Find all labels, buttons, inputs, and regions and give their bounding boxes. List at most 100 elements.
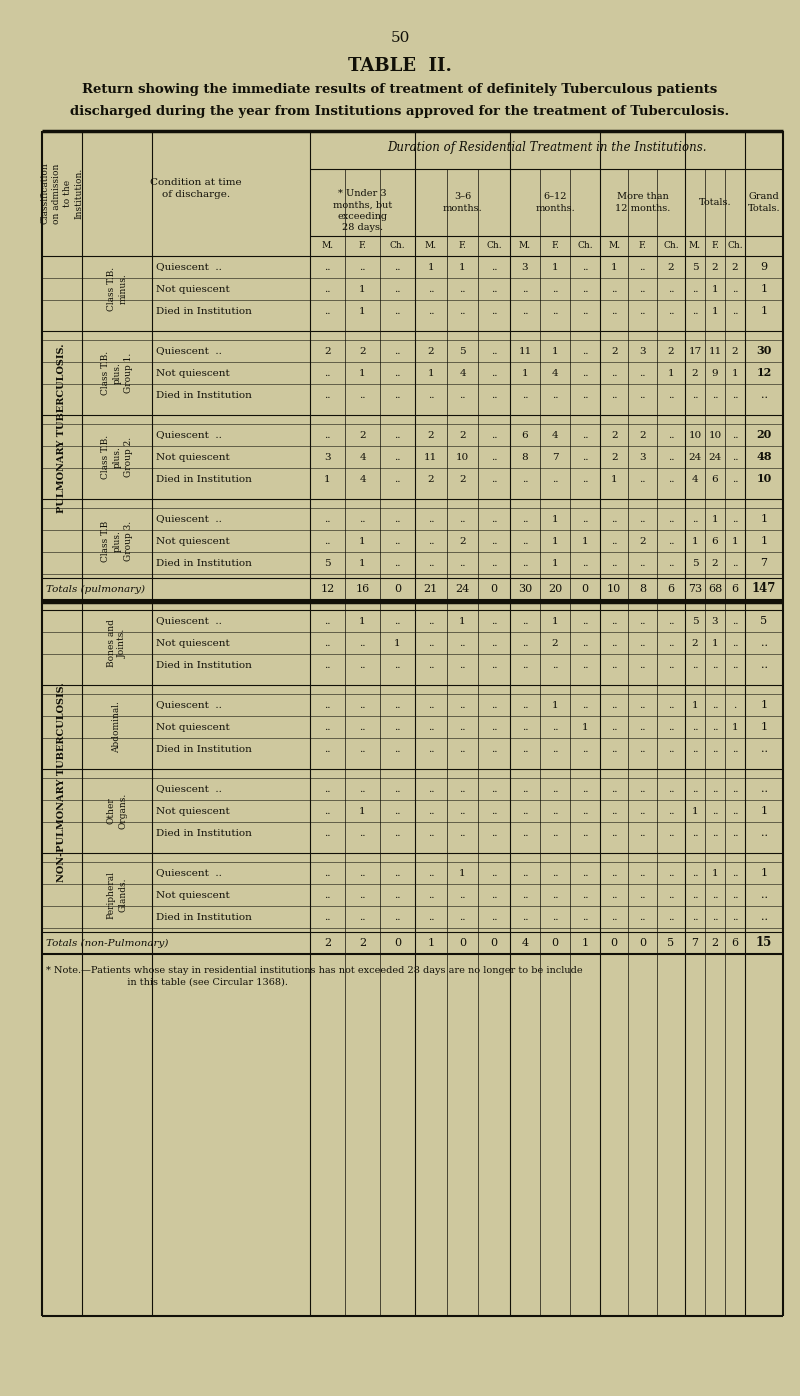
Text: 2: 2 <box>552 638 558 648</box>
Text: 2: 2 <box>359 430 366 440</box>
Text: ..: .. <box>552 913 558 921</box>
Text: ..: .. <box>611 307 618 315</box>
Text: ..: .. <box>582 285 588 293</box>
Text: 1: 1 <box>522 369 528 377</box>
Text: ..: .. <box>667 285 674 293</box>
Text: ..: .. <box>359 701 366 709</box>
Text: ..: .. <box>324 828 330 838</box>
Text: Quiescent  ..: Quiescent .. <box>156 868 222 878</box>
Text: ..: .. <box>394 744 401 754</box>
Text: ..: .. <box>582 807 588 815</box>
Text: ..: .. <box>522 536 528 546</box>
Text: ..: .. <box>582 701 588 709</box>
Text: 2: 2 <box>324 346 331 356</box>
Text: 5: 5 <box>324 558 331 568</box>
Text: 3–6
months.: 3–6 months. <box>442 193 482 212</box>
Text: PULMONARY TUBERCULOSIS.: PULMONARY TUBERCULOSIS. <box>58 343 66 512</box>
Text: Class T.B.
plus.
Group 2.: Class T.B. plus. Group 2. <box>101 436 133 479</box>
Text: ..: .. <box>552 744 558 754</box>
Text: 20: 20 <box>548 584 562 595</box>
Text: ..: .. <box>491 891 498 899</box>
Text: ..: .. <box>394 807 401 815</box>
Text: 0: 0 <box>582 584 589 595</box>
Text: 1: 1 <box>552 515 558 524</box>
Text: 1: 1 <box>359 285 366 293</box>
Text: Not quiescent: Not quiescent <box>156 369 230 377</box>
Text: ..: .. <box>324 868 330 878</box>
Text: 2: 2 <box>427 475 434 483</box>
Text: ..: .. <box>459 638 466 648</box>
Text: ..: .. <box>324 262 330 271</box>
Text: 1: 1 <box>427 369 434 377</box>
Text: 1: 1 <box>427 938 434 948</box>
Text: ..: .. <box>712 701 718 709</box>
Text: ..: .. <box>639 307 646 315</box>
Text: ..: .. <box>491 285 498 293</box>
Text: 2: 2 <box>639 430 646 440</box>
Text: 2: 2 <box>692 638 698 648</box>
Text: ..: .. <box>667 617 674 625</box>
Text: ..: .. <box>427 913 434 921</box>
Text: ..: .. <box>732 617 738 625</box>
Text: ..: .. <box>732 785 738 793</box>
Text: 1: 1 <box>761 699 767 711</box>
Text: 2: 2 <box>359 938 366 948</box>
Text: ..: .. <box>732 285 738 293</box>
Text: Quiescent  ..: Quiescent .. <box>156 515 222 524</box>
Text: 1: 1 <box>459 262 466 271</box>
Text: 21: 21 <box>424 584 438 595</box>
Text: ..: .. <box>394 285 401 293</box>
Text: Died in Institution: Died in Institution <box>156 558 252 568</box>
Text: 3: 3 <box>522 262 528 271</box>
Text: Peripheral
Glands.: Peripheral Glands. <box>106 871 127 919</box>
Text: Not quiescent: Not quiescent <box>156 536 230 546</box>
Text: 1: 1 <box>732 369 738 377</box>
Text: ..: .. <box>582 660 588 670</box>
Text: ..: .. <box>427 617 434 625</box>
Text: Died in Institution: Died in Institution <box>156 475 252 483</box>
Text: M.: M. <box>519 240 531 250</box>
Text: 1: 1 <box>552 701 558 709</box>
Text: ..: .. <box>582 430 588 440</box>
Text: 2: 2 <box>712 558 718 568</box>
Text: ..: .. <box>394 723 401 732</box>
Text: ..: .. <box>324 536 330 546</box>
Text: ..: .. <box>582 262 588 271</box>
Text: 1: 1 <box>359 558 366 568</box>
Text: ..: .. <box>692 913 698 921</box>
Text: ..: .. <box>582 891 588 899</box>
Text: ..: .. <box>491 475 498 483</box>
Text: ..: .. <box>667 558 674 568</box>
Text: 7: 7 <box>761 558 767 568</box>
Text: ..: .. <box>522 617 528 625</box>
Text: ..: .. <box>459 558 466 568</box>
Text: ..: .. <box>712 723 718 732</box>
Text: Ch.: Ch. <box>390 240 406 250</box>
Text: ..: .. <box>761 828 767 838</box>
Text: 8: 8 <box>639 584 646 595</box>
Text: ..: .. <box>427 701 434 709</box>
Text: 1: 1 <box>667 369 674 377</box>
Text: ..: .. <box>732 868 738 878</box>
Text: 0: 0 <box>610 938 618 948</box>
Text: ..: .. <box>427 515 434 524</box>
Text: Not quiescent: Not quiescent <box>156 638 230 648</box>
Text: 4: 4 <box>459 369 466 377</box>
Text: Grand
Totals.: Grand Totals. <box>748 193 780 212</box>
Text: ..: .. <box>639 369 646 377</box>
Text: ..: .. <box>761 389 767 401</box>
Text: 2: 2 <box>667 262 674 271</box>
Text: ..: .. <box>582 785 588 793</box>
Text: 1: 1 <box>692 536 698 546</box>
Text: 2: 2 <box>712 262 718 271</box>
Text: 50: 50 <box>390 31 410 45</box>
Text: ..: .. <box>324 638 330 648</box>
Text: ..: .. <box>427 638 434 648</box>
Text: ..: .. <box>491 723 498 732</box>
Text: ..: .. <box>712 807 718 815</box>
Text: ..: .. <box>459 391 466 399</box>
Text: M.: M. <box>322 240 334 250</box>
Text: ..: .. <box>761 912 767 921</box>
Text: ..: .. <box>359 515 366 524</box>
Text: ..: .. <box>611 558 618 568</box>
